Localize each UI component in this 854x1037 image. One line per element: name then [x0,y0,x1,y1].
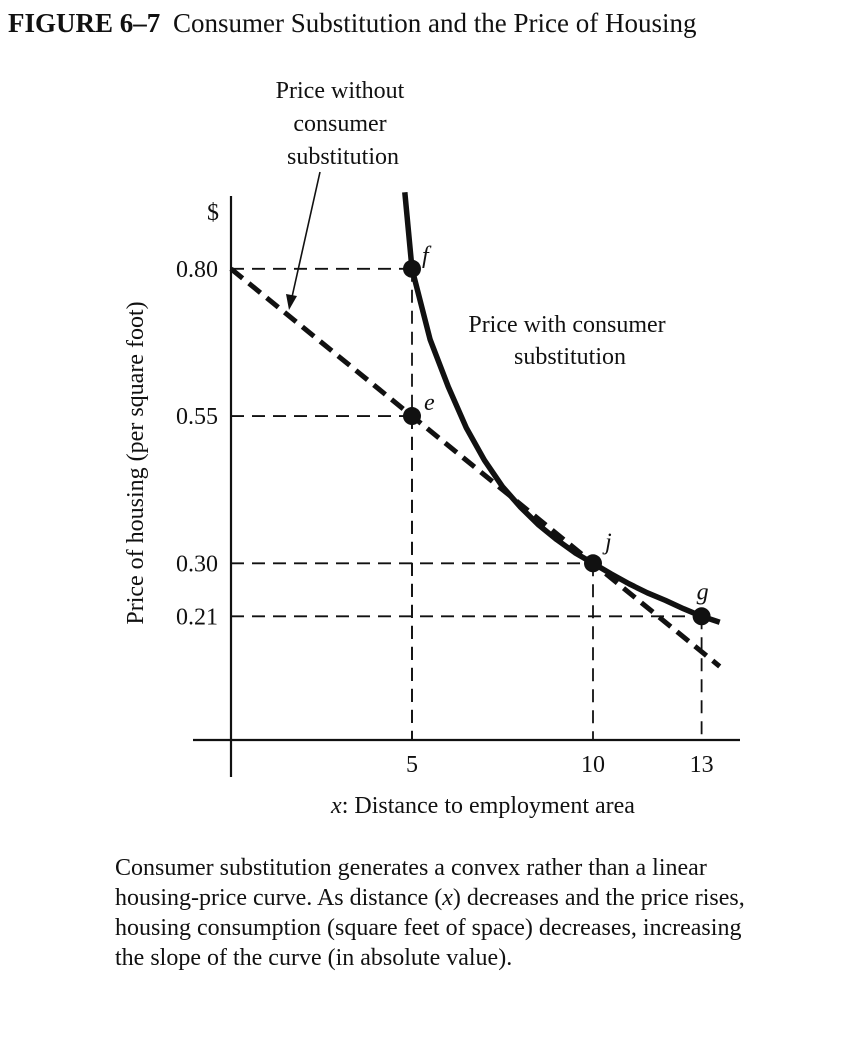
annotation-without-line-1: Price without [276,78,405,104]
y-tick-label: 0.30 [176,551,218,577]
point-e-label: e [424,390,435,416]
y-tick-label: 0.55 [176,404,218,430]
annotation-with-line-1: Price with consumer [468,312,665,338]
point-f-label: f [422,243,432,269]
annotation-arrow-head [286,294,297,310]
x-tick-label: 10 [581,752,605,778]
point-g-marker [692,607,711,626]
x-axis-variable: x [330,793,342,819]
y-unit-label: $ [207,200,219,226]
series-line-with-substitution [402,191,721,625]
point-f-marker [403,259,421,278]
series-lines [229,191,722,669]
point-j-marker [584,554,602,573]
caption-part: x [442,885,453,911]
annotation-arrow-shaft [291,171,321,298]
figure-caption: Consumer substitution generates a convex… [115,853,775,973]
annotation-with-substitution: Price with consumer substitution [468,312,671,370]
x-tick-label: 5 [406,752,418,778]
series-line-without-substitution [229,266,722,669]
annotation-without-line-2: consumer [293,111,386,137]
guide-lines [231,267,703,740]
figure-number: FIGURE 6–7 [8,8,161,38]
y-tick-label: 0.80 [176,257,218,283]
y-tick-label: 0.21 [176,604,218,630]
x-tick-label: 13 [690,752,714,778]
annotation-without-substitution: Price without consumer substitution [276,78,411,170]
caption-part: Consumer substitution generates a convex… [115,855,707,911]
x-axis-label: x: Distance to employment area [330,793,635,819]
figure-title-text: Consumer Substitution and the Price of H… [173,8,697,38]
x-axis-label-text: : Distance to employment area [342,793,636,819]
point-e-marker [403,407,421,426]
annotation-with-line-2: substitution [514,344,626,370]
labeled-points: f e j g [403,243,711,626]
point-g-label: g [697,579,709,605]
y-axis-label: Price of housing (per square foot) [123,301,149,624]
caption-part: ) decreases and the price rises, housing… [115,885,745,971]
tick-labels: 5 10 13 0.80 0.55 0.30 0.21 [176,257,714,778]
figure-title: FIGURE 6–7 Consumer Substitution and the… [8,8,696,39]
point-j-label: j [602,529,612,555]
annotation-without-line-3: substitution [287,144,399,170]
